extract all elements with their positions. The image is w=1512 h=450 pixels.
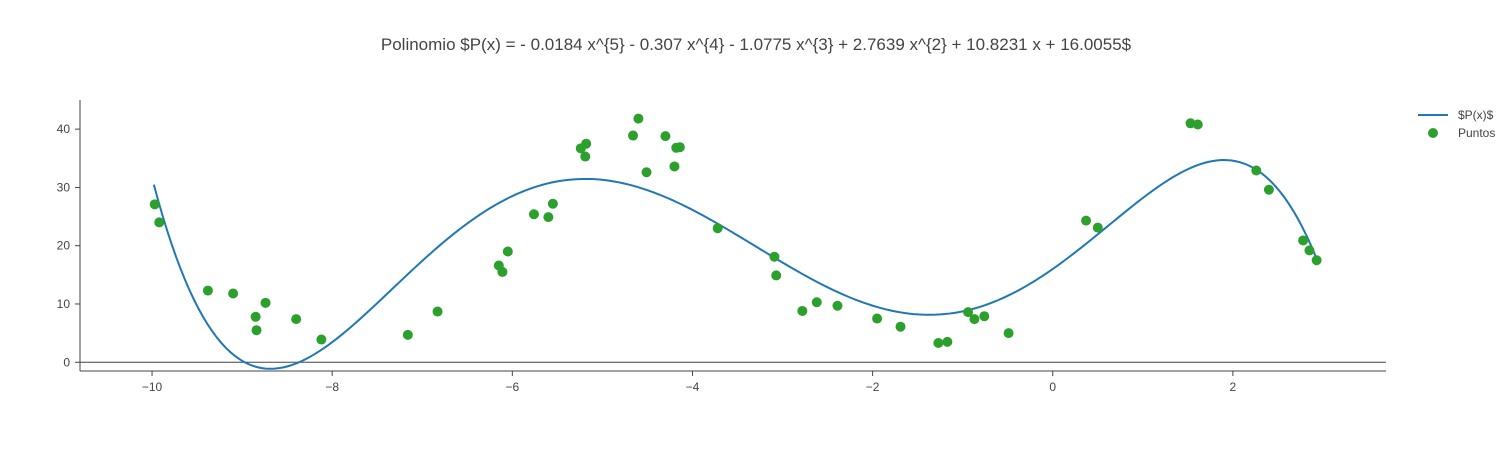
y-tick-label: 40 (57, 122, 71, 136)
data-point (528, 209, 539, 220)
chart-title: Polinomio $P(x) = - 0.0184 x^{5} - 0.307… (381, 35, 1132, 54)
data-point (250, 311, 261, 322)
series-line-px (152, 159, 1317, 370)
data-point (669, 161, 680, 172)
data-point (1081, 215, 1092, 226)
legend-label-puntos: Puntos (1458, 126, 1495, 140)
data-point (1304, 245, 1315, 256)
data-point (580, 151, 591, 162)
x-tick-label: −10 (142, 380, 163, 394)
data-point (660, 131, 671, 142)
data-point (251, 325, 262, 336)
data-point (1298, 235, 1309, 246)
data-point (1003, 328, 1014, 339)
plot-area: 0 10 20 30 40 −10 −8 −6 −4 −2 0 2 (57, 100, 1386, 394)
data-point (1251, 165, 1262, 176)
data-point (228, 288, 239, 299)
data-point (1192, 119, 1203, 130)
data-point (872, 313, 883, 324)
data-point (202, 285, 213, 296)
data-point (771, 270, 782, 281)
data-point (402, 329, 413, 340)
data-point (979, 311, 990, 322)
data-point (502, 246, 513, 257)
y-tick-label: 0 (63, 355, 70, 369)
data-point (497, 266, 508, 277)
legend-marker-swatch (1428, 128, 1438, 138)
legend-label-px: $P(x)$ (1458, 108, 1494, 122)
data-point (547, 198, 558, 209)
data-point (963, 307, 974, 318)
data-point (895, 321, 906, 332)
data-point (1092, 222, 1103, 233)
legend[interactable]: $P(x)$ Puntos (1418, 108, 1495, 140)
data-point (942, 336, 953, 347)
data-point (291, 314, 302, 325)
x-tick-label: −8 (325, 380, 339, 394)
x-tick-label: 0 (1049, 380, 1056, 394)
y-tick-label: 30 (57, 180, 71, 194)
data-point (149, 199, 160, 210)
data-point (628, 130, 639, 141)
x-tick-label: −4 (686, 380, 700, 394)
data-point (260, 297, 271, 308)
data-point (1311, 255, 1322, 266)
data-point (1263, 184, 1274, 195)
data-point (712, 223, 723, 234)
data-point (797, 305, 808, 316)
data-point (316, 334, 327, 345)
y-tick-label: 20 (57, 239, 71, 253)
data-point (581, 138, 592, 149)
data-point (674, 142, 685, 153)
data-point (633, 113, 644, 124)
data-point (154, 217, 165, 228)
y-tick-label: 10 (57, 297, 71, 311)
data-point (832, 300, 843, 311)
x-tick-label: −2 (866, 380, 880, 394)
data-point (432, 306, 443, 317)
data-point (811, 297, 822, 308)
data-point (933, 338, 944, 349)
data-point (543, 212, 554, 223)
x-tick-label: −6 (505, 380, 519, 394)
data-point (641, 167, 652, 178)
data-point (969, 314, 980, 325)
x-tick-label: 2 (1230, 380, 1237, 394)
data-point (769, 251, 780, 262)
